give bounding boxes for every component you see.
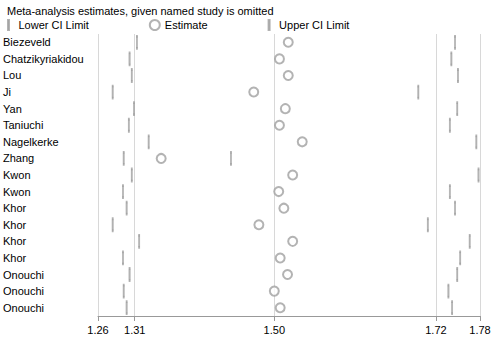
svg-text:Khor: Khor	[3, 252, 27, 264]
svg-text:Taniuchi: Taniuchi	[3, 119, 43, 131]
svg-text:Zhang: Zhang	[3, 152, 34, 164]
svg-text:Meta-analysis estimates, given: Meta-analysis estimates, given named stu…	[7, 5, 274, 17]
svg-text:Estimate: Estimate	[165, 19, 208, 31]
svg-text:Kwon: Kwon	[3, 169, 31, 181]
svg-text:1.72: 1.72	[425, 324, 446, 336]
svg-text:Upper CI Limit: Upper CI Limit	[279, 19, 349, 31]
svg-text:Khor: Khor	[3, 235, 27, 247]
svg-text:1.78: 1.78	[469, 324, 490, 336]
svg-text:Khor: Khor	[3, 202, 27, 214]
svg-text:Lou: Lou	[3, 69, 21, 81]
svg-text:1.26: 1.26	[87, 324, 108, 336]
svg-text:Biezeveld: Biezeveld	[3, 36, 51, 48]
svg-text:Khor: Khor	[3, 219, 27, 231]
svg-text:Yan: Yan	[3, 103, 22, 115]
svg-text:1.31: 1.31	[124, 324, 145, 336]
svg-text:Nagelkerke: Nagelkerke	[3, 136, 59, 148]
svg-text:Lower CI Limit: Lower CI Limit	[19, 19, 89, 31]
svg-text:Onouchi: Onouchi	[3, 285, 44, 297]
svg-text:Kwon: Kwon	[3, 186, 31, 198]
svg-text:Ji: Ji	[3, 86, 11, 98]
svg-text:Chatzikyriakidou: Chatzikyriakidou	[3, 53, 84, 65]
svg-text:1.50: 1.50	[264, 324, 285, 336]
svg-text:Onouchi: Onouchi	[3, 302, 44, 314]
svg-text:Onouchi: Onouchi	[3, 269, 44, 281]
